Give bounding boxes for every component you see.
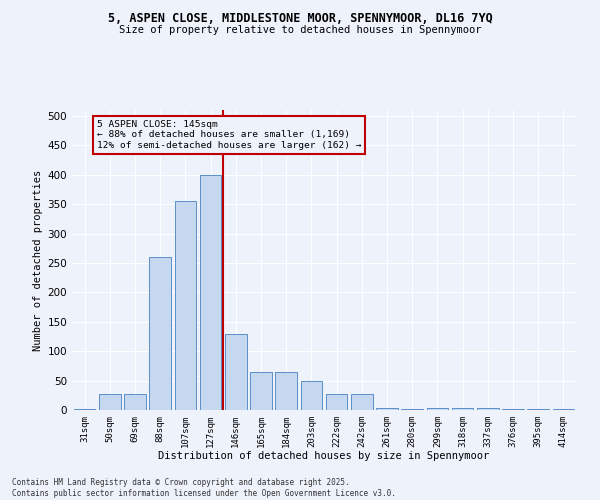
Bar — [351, 394, 373, 410]
Bar — [250, 372, 272, 410]
Bar — [477, 408, 499, 410]
Bar — [401, 409, 423, 410]
Bar — [99, 394, 121, 410]
Bar — [301, 380, 322, 410]
Bar — [452, 408, 473, 410]
Text: 5, ASPEN CLOSE, MIDDLESTONE MOOR, SPENNYMOOR, DL16 7YQ: 5, ASPEN CLOSE, MIDDLESTONE MOOR, SPENNY… — [107, 12, 493, 26]
Bar — [427, 408, 448, 410]
Bar — [74, 409, 95, 410]
Bar — [175, 201, 196, 410]
Bar — [225, 334, 247, 410]
Bar — [376, 408, 398, 410]
Bar — [149, 257, 171, 410]
Text: Contains HM Land Registry data © Crown copyright and database right 2025.
Contai: Contains HM Land Registry data © Crown c… — [12, 478, 396, 498]
Bar — [275, 372, 297, 410]
Bar — [326, 394, 347, 410]
Text: Size of property relative to detached houses in Spennymoor: Size of property relative to detached ho… — [119, 25, 481, 35]
Bar — [200, 174, 221, 410]
Bar — [124, 394, 146, 410]
Y-axis label: Number of detached properties: Number of detached properties — [33, 170, 43, 350]
Text: 5 ASPEN CLOSE: 145sqm
← 88% of detached houses are smaller (1,169)
12% of semi-d: 5 ASPEN CLOSE: 145sqm ← 88% of detached … — [97, 120, 362, 150]
X-axis label: Distribution of detached houses by size in Spennymoor: Distribution of detached houses by size … — [158, 452, 490, 462]
